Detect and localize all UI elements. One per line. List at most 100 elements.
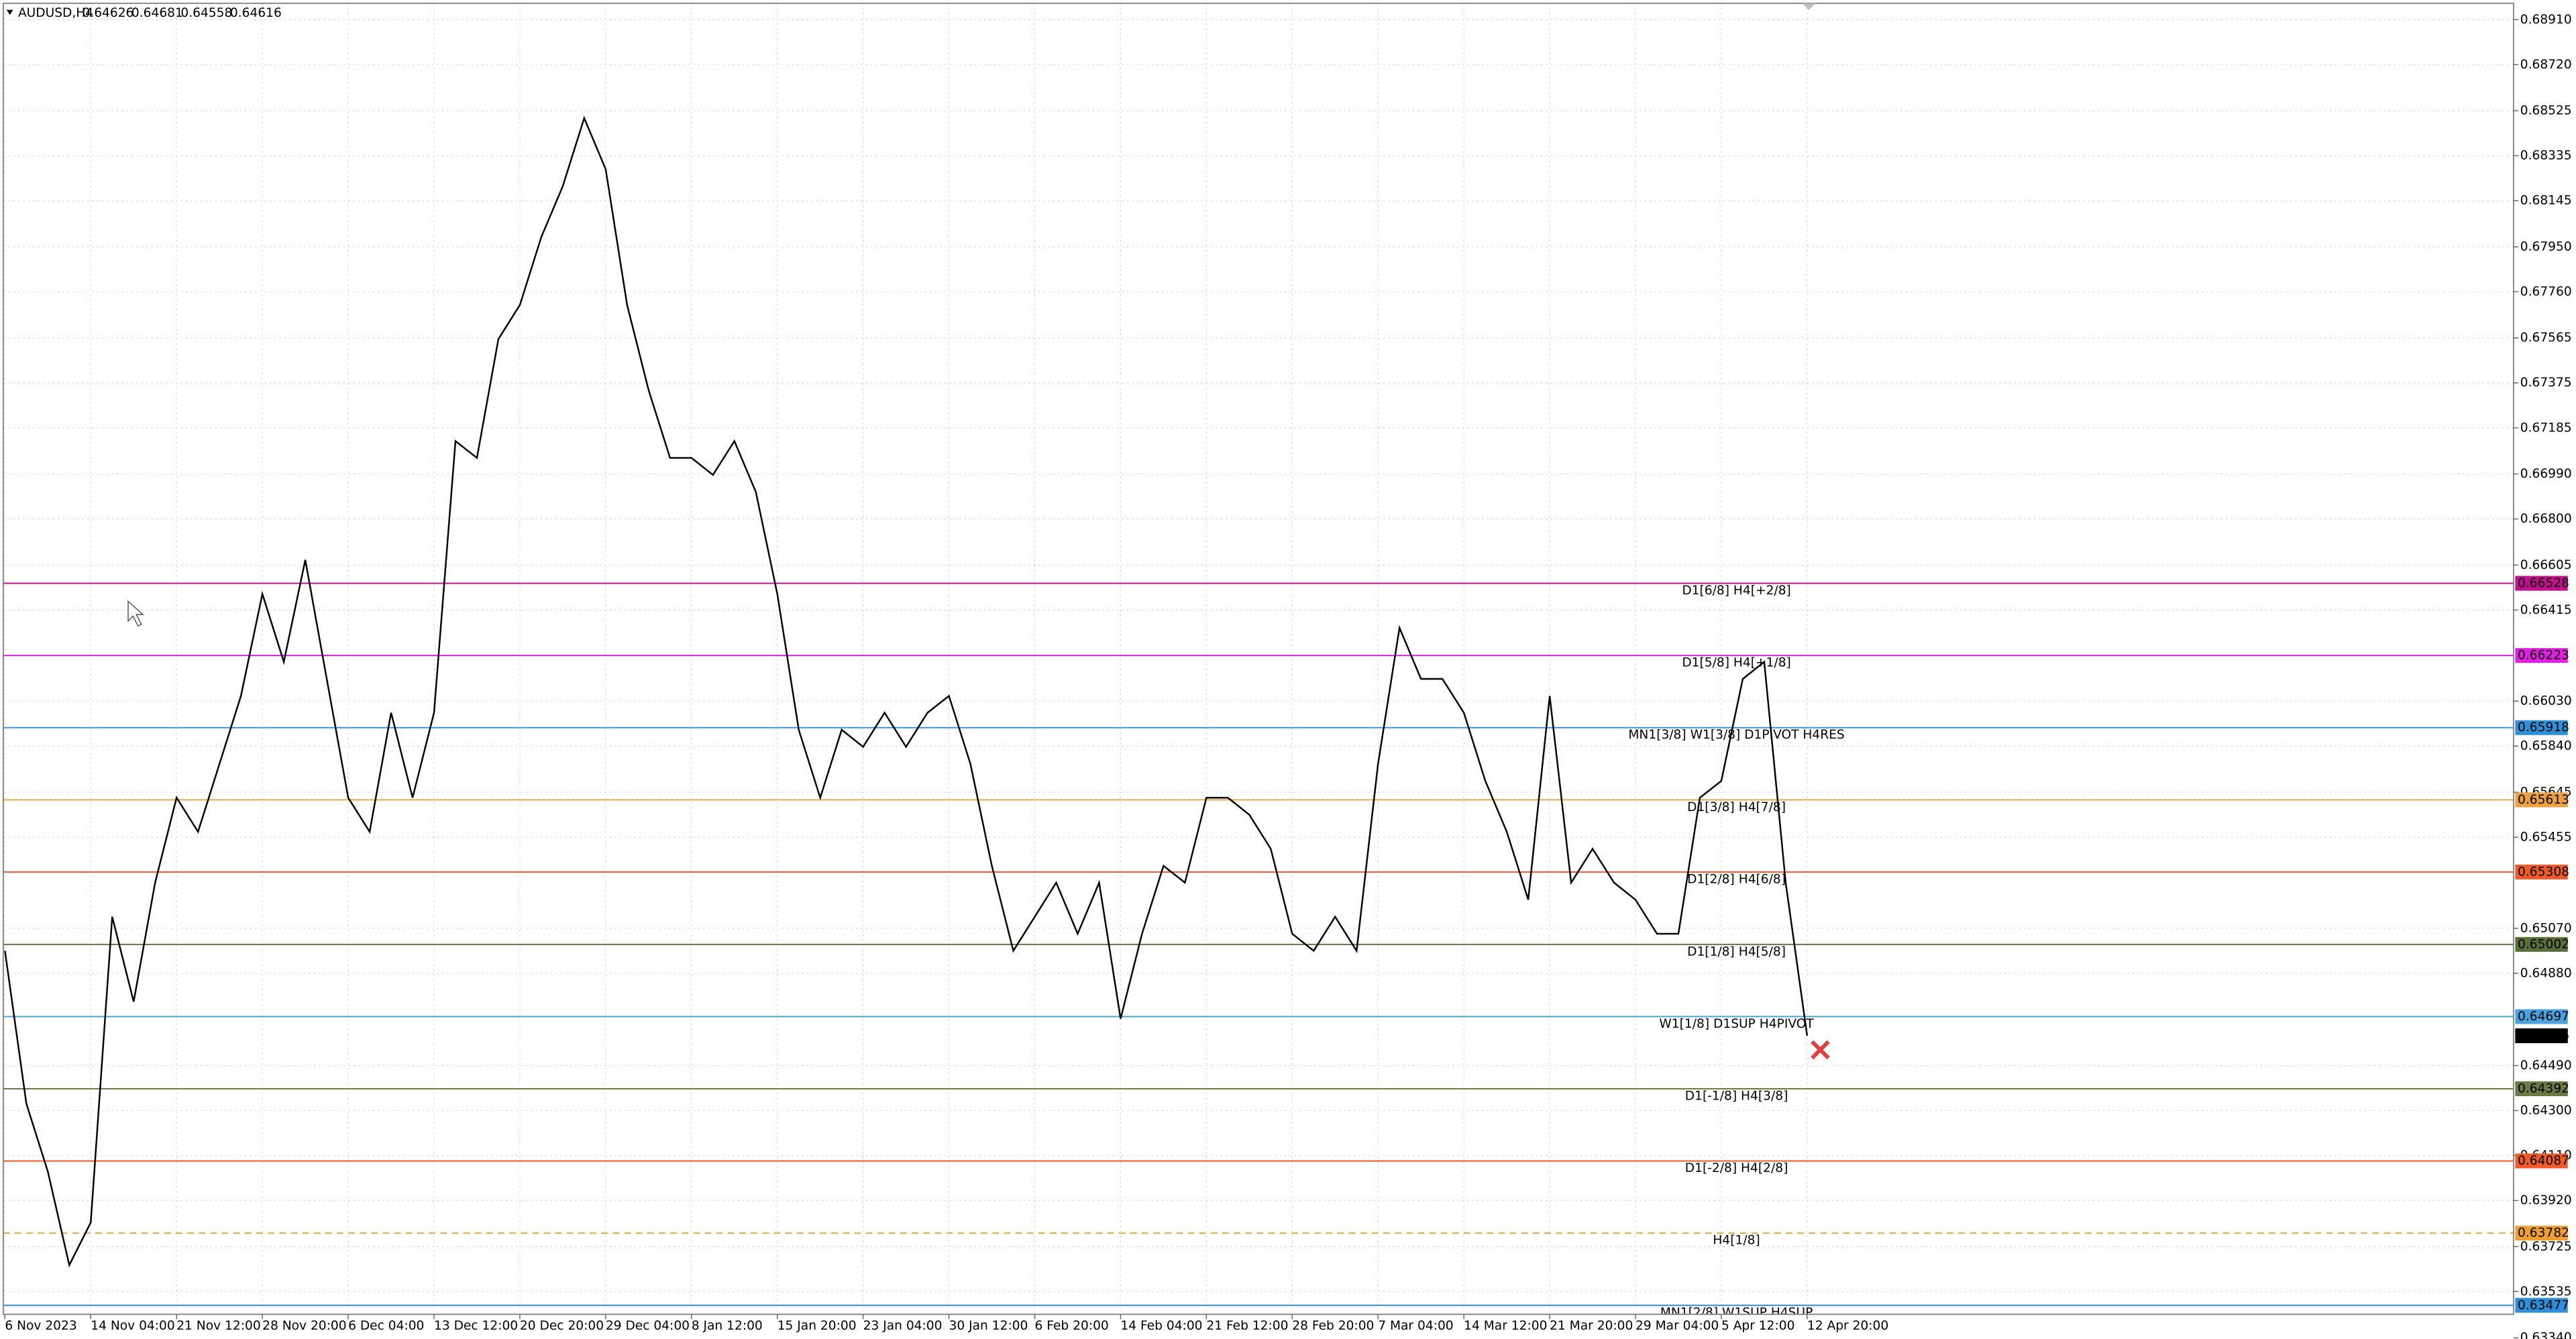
x-tick-label: 28 Nov 20:00 bbox=[262, 1319, 346, 1333]
y-tick-label: 0.68525 bbox=[2520, 104, 2572, 118]
y-tick-label: 0.63920 bbox=[2520, 1193, 2572, 1208]
x-tick-label: 29 Dec 04:00 bbox=[606, 1319, 690, 1333]
x-tick-label: 21 Mar 20:00 bbox=[1550, 1319, 1633, 1333]
x-tick-label: 21 Feb 12:00 bbox=[1206, 1319, 1288, 1333]
cross-marker bbox=[1811, 1040, 1830, 1060]
current-price-label: 0.64616 bbox=[2518, 1028, 2569, 1042]
price-box bbox=[2515, 1297, 2568, 1313]
series bbox=[4, 115, 1809, 1268]
y-tick-label: 0.66415 bbox=[2520, 603, 2572, 617]
price-box bbox=[2515, 864, 2568, 879]
axes: 0.68910 0.68720 0.68525 0.68335 0.68145 0.679… bbox=[4, 13, 2572, 1339]
y-tick-label: 0.66800 bbox=[2520, 512, 2572, 526]
x-tick-label: 29 Mar 04:00 bbox=[1635, 1319, 1719, 1333]
x-tick-label: 6 Nov 2023 bbox=[5, 1319, 76, 1333]
x-tick-label: 15 Jan 20:00 bbox=[777, 1319, 857, 1333]
level-label: W1[1/8] D1SUP H4PIVOT bbox=[1659, 1017, 1814, 1031]
y-tick-label: 0.67565 bbox=[2520, 331, 2572, 345]
price-box-label: 0.65308 bbox=[2518, 865, 2569, 879]
x-tick-label: 8 Jan 12:00 bbox=[692, 1319, 763, 1333]
y-tick-label: 0.63725 bbox=[2520, 1240, 2572, 1254]
grid bbox=[3, 3, 2514, 1338]
x-tick-label: 14 Mar 12:00 bbox=[1464, 1319, 1547, 1333]
price-box bbox=[2515, 792, 2568, 808]
price-box-label: 0.64392 bbox=[2518, 1082, 2569, 1096]
y-tick-label: 0.65455 bbox=[2520, 831, 2572, 845]
price-box-label: 0.65613 bbox=[2518, 793, 2569, 807]
y-tick-label: 0.68145 bbox=[2520, 194, 2572, 208]
y-tick-label: 0.64880 bbox=[2520, 966, 2572, 980]
price-box-label: 0.63477 bbox=[2518, 1298, 2569, 1312]
price-box-label: 0.64697 bbox=[2518, 1010, 2569, 1024]
x-tick-label: 7 Mar 04:00 bbox=[1378, 1319, 1453, 1333]
y-tick-label: 0.66990 bbox=[2520, 467, 2572, 481]
price-line bbox=[4, 115, 1809, 1268]
current-price-box bbox=[2515, 1028, 2568, 1044]
header-value: 0.64626 bbox=[82, 6, 133, 20]
y-tick-label: 0.68720 bbox=[2520, 58, 2572, 72]
y-tick-label: 0.65070 bbox=[2520, 921, 2572, 935]
price-box-label: 0.66528 bbox=[2518, 576, 2569, 590]
price-box bbox=[2515, 648, 2568, 663]
y-tick-label: 0.67760 bbox=[2520, 284, 2572, 299]
level-label: D1[2/8] H4[6/8] bbox=[1687, 872, 1786, 886]
symbol: AUDUSD,H4 bbox=[18, 6, 93, 20]
header-value: 0.64616 bbox=[230, 6, 282, 20]
x-tick-label: 14 Nov 04:00 bbox=[91, 1319, 174, 1333]
price-box-label: 0.66223 bbox=[2518, 649, 2569, 663]
y-tick-label: 0.63340 bbox=[2520, 1331, 2572, 1339]
price-box-label: 0.63782 bbox=[2518, 1226, 2569, 1240]
y-tick-label: 0.67185 bbox=[2520, 421, 2572, 435]
price-box bbox=[2515, 720, 2568, 735]
header-value: 0.64558 bbox=[180, 6, 232, 20]
level-label: D1[6/8] H4[+2/8] bbox=[1682, 584, 1790, 598]
price-box bbox=[2515, 1153, 2568, 1169]
levels: D1[6/8] H4[+2/8] D1[5/8] H4[+1/8] MN1[3/8]… bbox=[3, 582, 2514, 1320]
y-tick-label: 0.64490 bbox=[2520, 1059, 2572, 1073]
x-tick-label: 21 Nov 12:00 bbox=[176, 1319, 260, 1333]
time-axis-strip bbox=[0, 1314, 2514, 1339]
level-label: MN1[3/8] W1[3/8] D1PIVOT H4RES bbox=[1628, 728, 1844, 742]
x-tick-label: 13 Dec 12:00 bbox=[434, 1319, 518, 1333]
x-tick-label: 30 Jan 12:00 bbox=[949, 1319, 1028, 1333]
x-tick-label: 6 Feb 20:00 bbox=[1035, 1319, 1109, 1333]
price-box bbox=[2515, 1009, 2568, 1024]
y-tick-label: 0.65840 bbox=[2520, 739, 2572, 753]
y-tick-label: 0.66605 bbox=[2520, 558, 2572, 572]
y-tick-label: 0.64300 bbox=[2520, 1104, 2572, 1118]
level-label: D1[1/8] H4[5/8] bbox=[1687, 945, 1786, 959]
price-axis-strip bbox=[2513, 0, 2576, 1339]
y-tick-label: 0.66030 bbox=[2520, 694, 2572, 708]
y-tick-label: 0.68335 bbox=[2520, 149, 2572, 163]
price-box bbox=[2515, 1081, 2568, 1097]
x-tick-label: 20 Dec 20:00 bbox=[520, 1319, 604, 1333]
header-value: 0.64681 bbox=[131, 6, 183, 20]
price-box-label: 0.64087 bbox=[2518, 1154, 2569, 1168]
y-tick-label: 0.67950 bbox=[2520, 239, 2572, 254]
y-tick-label: 0.68910 bbox=[2520, 13, 2572, 27]
x-tick-label: 14 Feb 04:00 bbox=[1120, 1319, 1202, 1333]
level-label: D1[-2/8] H4[2/8] bbox=[1685, 1161, 1788, 1175]
price-box bbox=[2515, 1226, 2568, 1241]
price-box bbox=[2515, 936, 2568, 952]
x-tick-label: 12 Apr 20:00 bbox=[1807, 1319, 1888, 1333]
x-tick-label: 23 Jan 04:00 bbox=[863, 1319, 943, 1333]
level-label: D1[5/8] H4[+1/8] bbox=[1682, 656, 1790, 670]
x-tick-label: 6 Dec 04:00 bbox=[348, 1319, 424, 1333]
level-label: H4[1/8] bbox=[1713, 1234, 1760, 1248]
x-tick-label: 28 Feb 20:00 bbox=[1292, 1319, 1374, 1333]
price-box bbox=[2515, 576, 2568, 591]
mouse-cursor bbox=[127, 600, 144, 627]
plot-frame bbox=[2, 2, 2514, 1316]
level-label: D1[3/8] H4[7/8] bbox=[1687, 800, 1786, 814]
price-box-label: 0.65918 bbox=[2518, 720, 2569, 735]
x-tick-label: 5 Apr 12:00 bbox=[1721, 1319, 1795, 1333]
price-box-label: 0.65002 bbox=[2518, 937, 2569, 951]
shift-marker bbox=[1802, 3, 1816, 10]
y-tick-label: 0.67375 bbox=[2520, 376, 2572, 390]
header-arrow bbox=[6, 9, 13, 15]
